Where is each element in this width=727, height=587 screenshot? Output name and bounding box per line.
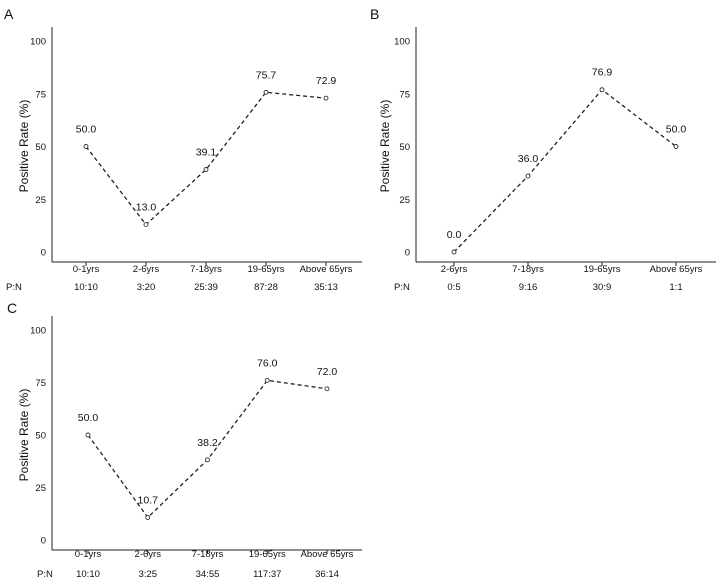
data-label: 39.1 <box>196 146 217 158</box>
panel-letter: B <box>370 6 379 22</box>
data-point <box>324 386 330 392</box>
x-tick-label: 0-1yrs <box>75 549 102 560</box>
y-axis-label: Positive Rate (%) <box>17 389 31 482</box>
data-label: 76.0 <box>257 357 278 369</box>
y-tick-label: 25 <box>399 195 410 206</box>
series-line <box>85 91 327 226</box>
x-tick-label: 19-65yrs <box>249 549 286 560</box>
y-tick-label: 25 <box>35 195 46 206</box>
data-label: 50.0 <box>76 124 97 136</box>
y-tick-label: 75 <box>35 378 46 389</box>
x-tick-label: 2-6yrs <box>441 264 468 275</box>
x-tick-label: Above 65yrs <box>301 549 354 560</box>
y-axis-label: Positive Rate (%) <box>17 100 31 193</box>
y-tick-label: 50 <box>35 142 46 153</box>
y-tick-label: 50 <box>35 431 46 442</box>
data-label: 75.7 <box>256 69 277 81</box>
pn-ratio-value: 10:10 <box>74 282 98 293</box>
x-tick-label: 19-65yrs <box>248 264 285 275</box>
pn-ratio-value: 25:39 <box>194 282 218 293</box>
data-point <box>323 95 329 101</box>
pn-row-label: P:N <box>37 569 53 580</box>
data-point <box>85 432 91 438</box>
y-tick-label: 75 <box>35 89 46 100</box>
pn-row-label: P:N <box>6 282 22 293</box>
pn-ratio-value: 3:25 <box>139 569 158 580</box>
data-label: 0.0 <box>447 229 462 241</box>
y-tick-label: 0 <box>405 248 410 259</box>
y-tick-label: 25 <box>35 483 46 494</box>
pn-ratio-value: 87:28 <box>254 282 278 293</box>
pn-ratio-value: 117:37 <box>253 569 281 580</box>
x-tick-label: 0-1yrs <box>73 264 100 275</box>
data-point <box>599 87 605 93</box>
data-label: 50.0 <box>78 412 99 424</box>
data-label: 50.0 <box>666 124 687 136</box>
data-label: 13.0 <box>136 202 157 214</box>
data-label: 38.2 <box>197 437 218 449</box>
pn-ratio-value: 35:13 <box>314 282 338 293</box>
pn-ratio-value: 34:55 <box>196 569 220 580</box>
y-tick-label: 0 <box>41 248 46 259</box>
pn-ratio-value: 30:9 <box>593 282 612 293</box>
y-tick-label: 100 <box>394 37 410 48</box>
pn-ratio-value: 1:1 <box>669 282 682 293</box>
data-label: 72.0 <box>317 366 338 378</box>
pn-ratio-value: 10:10 <box>76 569 100 580</box>
x-tick-label: Above 65yrs <box>650 264 703 275</box>
y-tick-label: 100 <box>30 37 46 48</box>
data-point <box>145 515 151 520</box>
series-line <box>453 88 677 253</box>
x-tick-label: 7-18yrs <box>190 264 222 275</box>
panel-letter: C <box>7 300 17 316</box>
data-label: 36.0 <box>518 153 539 165</box>
panel-letter: A <box>4 6 14 22</box>
x-tick-label: 2-6yrs <box>135 549 162 560</box>
data-point <box>143 222 149 228</box>
series-line <box>87 379 328 519</box>
data-label: 72.9 <box>316 75 337 87</box>
data-label: 10.7 <box>138 495 159 507</box>
x-tick-label: 7-18yrs <box>512 264 544 275</box>
y-tick-label: 100 <box>30 326 46 337</box>
chart-panel-c: C 0 25 50 75 100 Positive Rate (%) 0-1yrs 2-6yrs… <box>7 300 362 580</box>
data-point <box>205 457 210 463</box>
data-point <box>673 144 679 149</box>
y-tick-label: 0 <box>41 536 46 547</box>
pn-row-label: P:N <box>394 282 410 293</box>
pn-ratio-value: 9:16 <box>519 282 538 293</box>
pn-ratio-value: 3:20 <box>137 282 156 293</box>
data-point <box>203 167 209 172</box>
data-point <box>264 377 270 383</box>
pn-ratio-value: 36:14 <box>315 569 339 580</box>
pn-ratio-value: 0:5 <box>447 282 460 293</box>
data-point <box>525 173 531 179</box>
chart-panel-a: A 0 25 50 75 100 Positive Rate (%) 0-1yrs 2-6yrs… <box>4 6 362 293</box>
x-tick-label: 2-6yrs <box>133 264 160 275</box>
data-point <box>451 249 457 255</box>
y-tick-label: 75 <box>399 89 410 100</box>
data-label: 76.9 <box>592 67 613 79</box>
x-tick-label: 19-65yrs <box>584 264 621 275</box>
data-point <box>263 89 269 95</box>
y-axis-label: Positive Rate (%) <box>378 100 392 193</box>
x-tick-label: 7-18yrs <box>192 549 224 560</box>
x-tick-label: Above 65yrs <box>300 264 353 275</box>
chart-panel-b: B 0 25 50 75 100 Positive Rate (%) 2-6yrs 7-18yr… <box>370 6 716 293</box>
y-tick-label: 50 <box>399 142 410 153</box>
data-point <box>83 144 89 149</box>
